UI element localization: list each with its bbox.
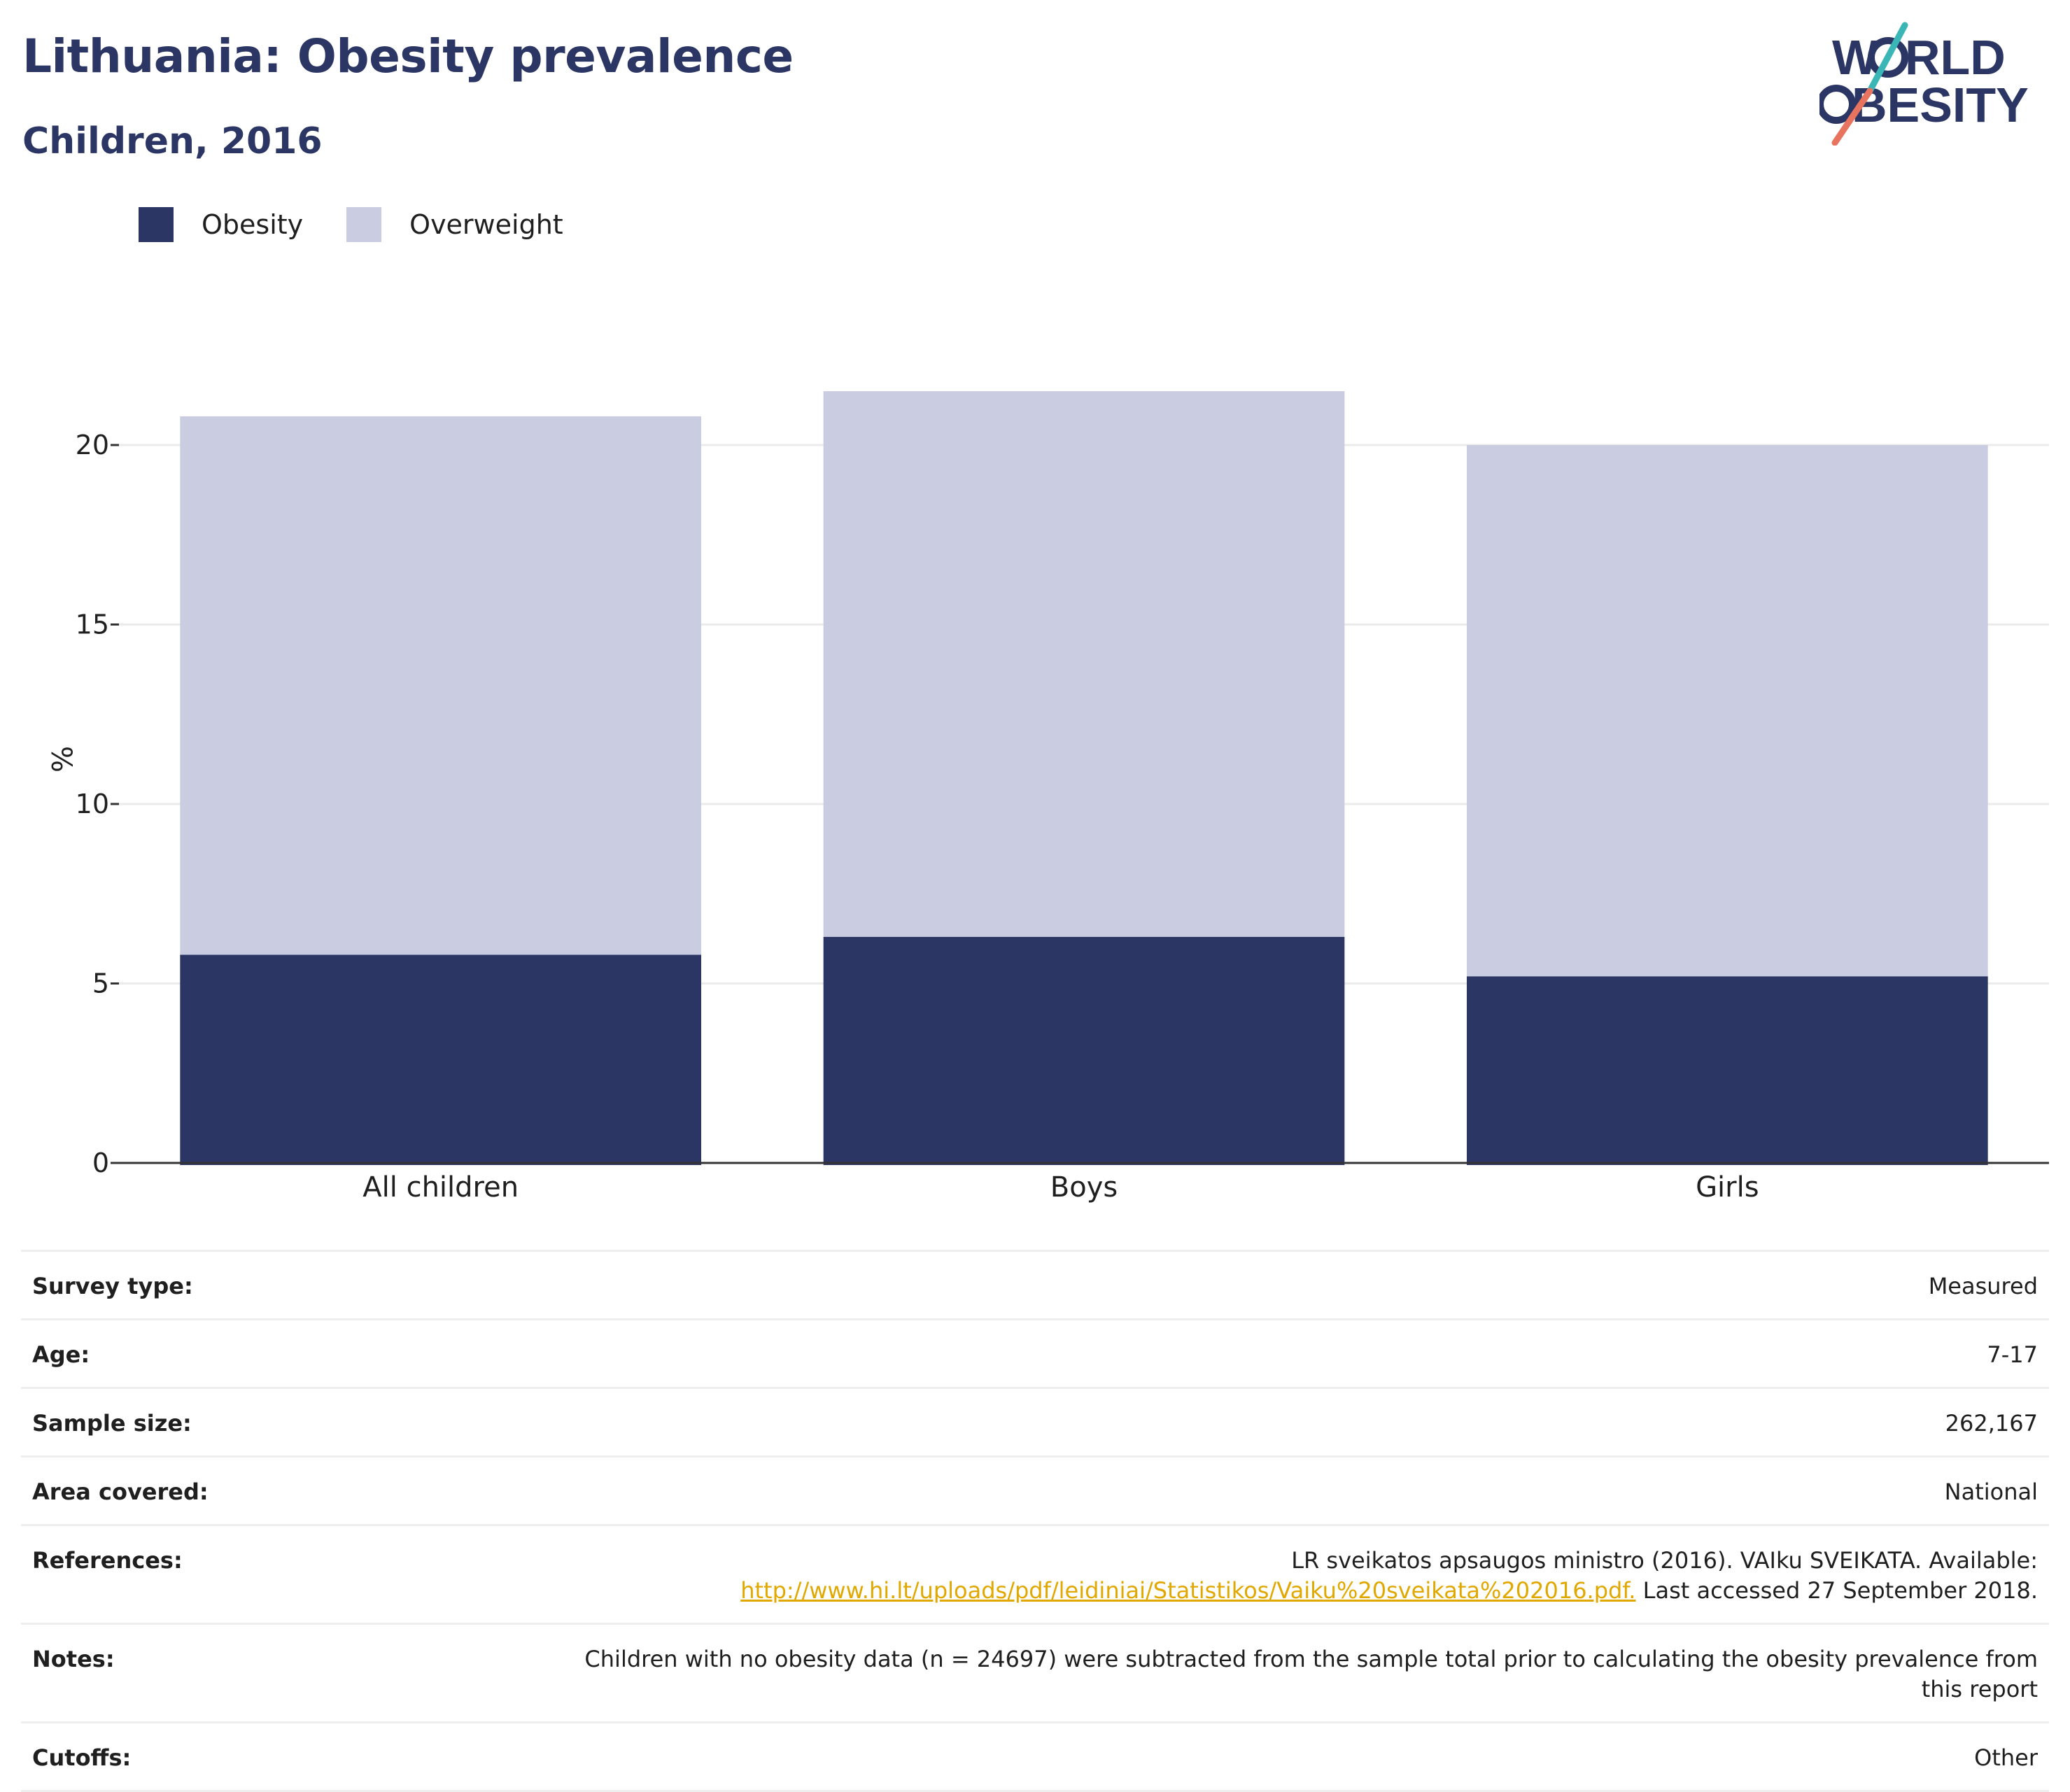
survey-type-label: Survey type: <box>32 1273 193 1299</box>
table-row: Cutoffs: Other <box>21 1723 2049 1792</box>
references-accessed: Last accessed 27 September 2018. <box>1635 1577 2038 1604</box>
notes-value: Children with no obesity data (n = 24697… <box>584 1646 2038 1702</box>
y-axis-label: % <box>45 746 77 772</box>
age-label: Age: <box>32 1341 90 1368</box>
legend-label-obesity: Obesity <box>202 209 304 240</box>
y-tick-label: 10 <box>76 789 109 819</box>
references-text: LR sveikatos apsaugos ministro (2016). V… <box>1291 1547 2038 1574</box>
sample-size-label: Sample size: <box>32 1410 192 1437</box>
legend-swatch-overweight <box>346 207 382 242</box>
y-tick-label: 15 <box>76 609 109 640</box>
world-obesity-logo: W RLD BESITY <box>1819 22 2029 146</box>
legend-item-overweight: Overweight <box>346 207 563 242</box>
bar-overweight <box>1467 445 1988 977</box>
table-row: Notes: Children with no obesity data (n … <box>21 1625 2049 1723</box>
area-covered-value: National <box>1944 1479 2038 1505</box>
y-tick-label: 0 <box>92 1148 109 1178</box>
references-value: LR sveikatos apsaugos ministro (2016). V… <box>740 1546 2038 1606</box>
bar-obesity <box>823 936 1345 1165</box>
svg-text:BESITY: BESITY <box>1852 78 2029 132</box>
table-row: Age: 7-17 <box>21 1320 2049 1389</box>
references-label: References: <box>32 1547 183 1574</box>
x-tick-label: Girls <box>1696 1171 1759 1204</box>
table-row: Sample size: 262,167 <box>21 1389 2049 1458</box>
legend-label-overweight: Overweight <box>409 209 563 240</box>
cutoffs-value: Other <box>1974 1744 2038 1771</box>
survey-details-table: Survey type: Measured Age: 7-17 Sample s… <box>21 1250 2049 1792</box>
legend-item-obesity: Obesity <box>139 207 303 242</box>
svg-text:RLD: RLD <box>1905 30 2006 85</box>
stacked-bar-chart: 0 5 10 15 20% All children Boys Girls <box>45 391 2049 1204</box>
y-tick-label: 20 <box>76 430 109 460</box>
y-tick-label: 5 <box>92 968 109 999</box>
x-tick-label: Boys <box>1050 1171 1118 1204</box>
chart-legend: Obesity Overweight <box>139 207 607 242</box>
cutoffs-label: Cutoffs: <box>32 1744 132 1771</box>
bar-overweight <box>823 391 1345 937</box>
table-row: References: LR sveikatos apsaugos minist… <box>21 1526 2049 1625</box>
notes-label: Notes: <box>32 1646 115 1672</box>
area-covered-label: Area covered: <box>32 1479 209 1505</box>
survey-type-value: Measured <box>1928 1273 2038 1299</box>
bar-overweight <box>180 416 701 955</box>
age-value: 7-17 <box>1987 1341 2038 1368</box>
chart-title: Lithuania: Obesity prevalence <box>22 29 794 83</box>
x-tick-label: All children <box>362 1171 519 1204</box>
bar-obesity <box>180 954 701 1165</box>
table-row: Area covered: National <box>21 1458 2049 1526</box>
chart-subtitle: Children, 2016 <box>22 120 323 162</box>
bar-obesity <box>1467 976 1988 1165</box>
legend-swatch-obesity <box>139 207 174 242</box>
sample-size-value: 262,167 <box>1945 1410 2038 1437</box>
reference-link[interactable]: http://www.hi.lt/uploads/pdf/leidiniai/S… <box>740 1577 1636 1604</box>
table-row: Survey type: Measured <box>21 1252 2049 1320</box>
